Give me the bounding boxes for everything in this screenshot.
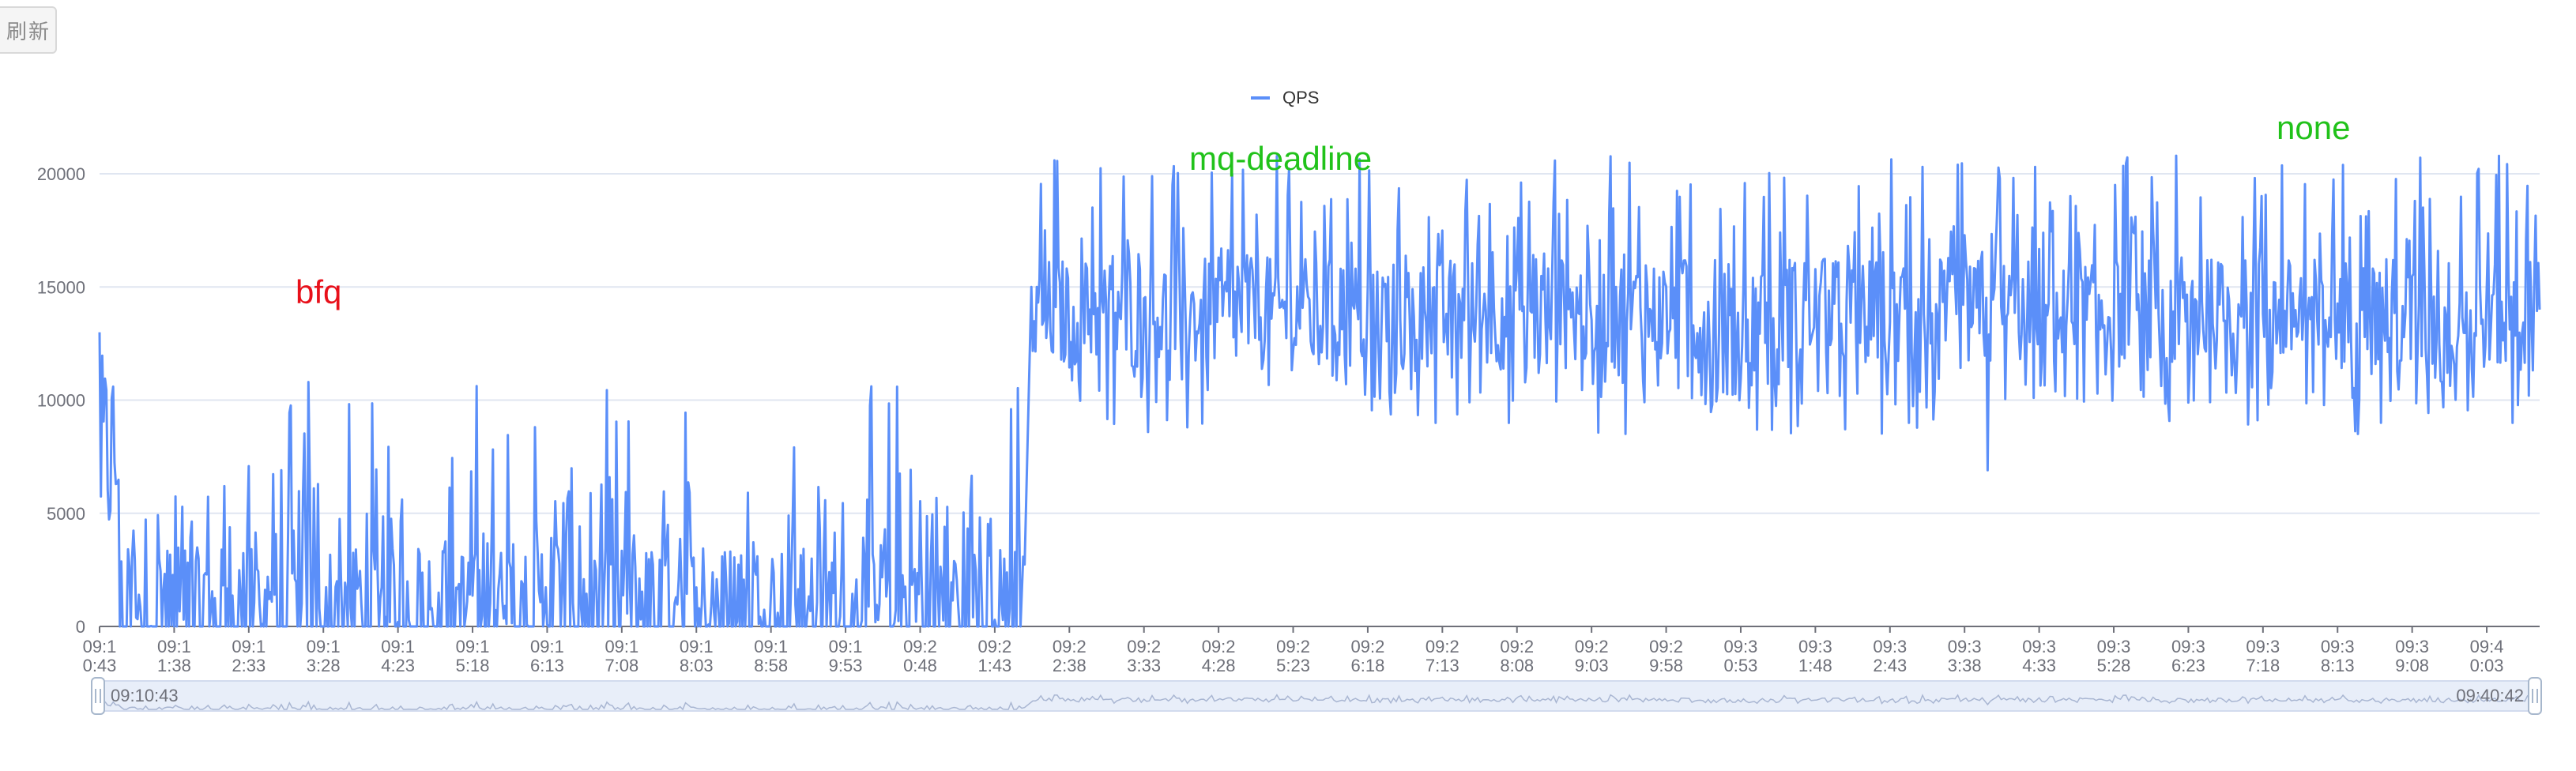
x-tick-label: 09:1 7:08 bbox=[604, 637, 638, 675]
x-tick-label: 09:2 4:28 bbox=[1202, 637, 1236, 675]
annotation-mq-deadline: mq-deadline bbox=[1189, 140, 1372, 177]
x-tick-label: 09:2 1:43 bbox=[977, 637, 1011, 675]
x-tick-label: 09:2 8:08 bbox=[1500, 637, 1534, 675]
x-tick-label: 09:3 5:28 bbox=[2097, 637, 2131, 675]
x-tick-label: 09:2 9:03 bbox=[1575, 637, 1609, 675]
x-tick-label: 09:1 3:28 bbox=[307, 637, 341, 675]
x-tick-label: 09:1 8:03 bbox=[680, 637, 714, 675]
x-tick-label: 09:1 6:13 bbox=[530, 637, 564, 675]
x-tick-label: 09:3 2:43 bbox=[1873, 637, 1907, 675]
data-zoom-handle-left[interactable] bbox=[91, 677, 105, 715]
data-zoom-preview-line bbox=[99, 694, 2539, 711]
x-tick-label: 09:2 2:38 bbox=[1053, 637, 1087, 675]
data-zoom-slider[interactable]: 09:10:43 09:40:42 bbox=[91, 677, 2542, 715]
y-tick-label: 20000 bbox=[37, 164, 85, 184]
x-tick-label: 09:3 4:33 bbox=[2022, 637, 2056, 675]
data-zoom-end-label: 09:40:42 bbox=[2456, 686, 2524, 705]
x-tick-label: 09:1 1:38 bbox=[157, 637, 191, 675]
x-tick-label: 09:3 0:53 bbox=[1724, 637, 1758, 675]
data-zoom-handle-right[interactable] bbox=[2528, 677, 2542, 715]
y-axis-tick-labels: 0 5000 10000 15000 20000 bbox=[37, 164, 85, 637]
x-tick-label: 09:3 8:13 bbox=[2321, 637, 2355, 675]
y-tick-label: 10000 bbox=[37, 391, 85, 411]
x-tick-label: 09:1 9:53 bbox=[829, 637, 863, 675]
x-tick-label: 09:2 0:48 bbox=[903, 637, 937, 675]
y-tick-label: 15000 bbox=[37, 277, 85, 297]
series-line-qps bbox=[98, 154, 2541, 628]
x-tick-label: 09:2 9:58 bbox=[1649, 637, 1683, 675]
legend-label-qps: QPS bbox=[1282, 88, 1319, 107]
x-tick-label: 09:2 3:33 bbox=[1127, 637, 1161, 675]
x-axis-tick-labels: 09:1 0:43 09:1 1:38 09:1 2:33 09:1 3:28 09:1 4:23… bbox=[83, 626, 2504, 675]
x-tick-label: 09:4 0:03 bbox=[2470, 637, 2504, 675]
x-tick-label: 09:1 5:18 bbox=[456, 637, 490, 675]
x-tick-label: 09:1 2:33 bbox=[232, 637, 266, 675]
x-tick-label: 09:3 1:48 bbox=[1798, 637, 1832, 675]
x-tick-label: 09:3 9:08 bbox=[2395, 637, 2429, 675]
x-tick-label: 09:1 4:23 bbox=[381, 637, 415, 675]
data-zoom-start-label: 09:10:43 bbox=[111, 686, 179, 705]
x-tick-label: 09:2 7:13 bbox=[1425, 637, 1459, 675]
y-tick-label: 0 bbox=[76, 617, 85, 637]
annotation-bfq: bfq bbox=[296, 273, 341, 310]
x-tick-label: 09:2 6:18 bbox=[1351, 637, 1385, 675]
refresh-button[interactable]: 刷新 bbox=[0, 6, 57, 54]
annotation-none: none bbox=[2277, 109, 2350, 146]
data-zoom-track[interactable] bbox=[99, 680, 2534, 712]
x-tick-label: 09:1 0:43 bbox=[83, 637, 117, 675]
x-tick-label: 09:2 5:23 bbox=[1276, 637, 1310, 675]
y-tick-label: 5000 bbox=[47, 504, 85, 524]
x-tick-label: 09:3 7:18 bbox=[2246, 637, 2280, 675]
chart-gridlines bbox=[100, 173, 2540, 514]
x-tick-label: 09:3 6:23 bbox=[2171, 637, 2205, 675]
x-tick-label: 09:3 3:38 bbox=[1948, 637, 1982, 675]
legend[interactable]: QPS bbox=[1251, 88, 1319, 107]
x-tick-label: 09:1 8:58 bbox=[754, 637, 788, 675]
